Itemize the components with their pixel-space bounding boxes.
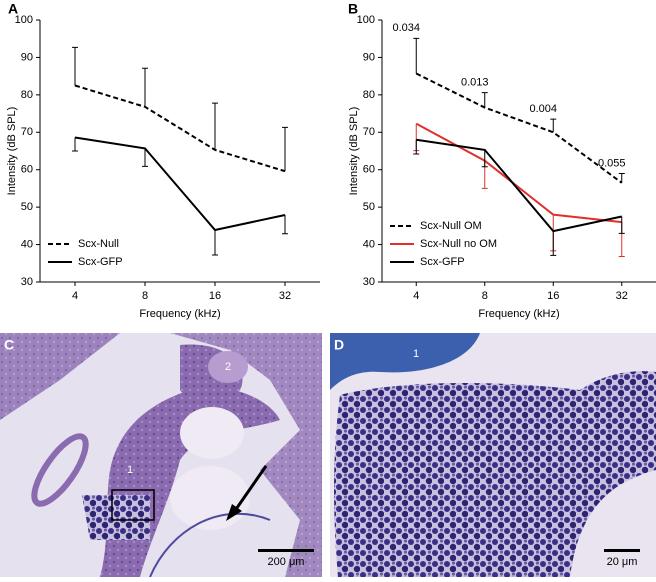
x-tick-label: 8 — [142, 290, 148, 302]
x-tick-label: 4 — [413, 290, 419, 302]
error-bar — [413, 37, 420, 74]
legend-label: Scx-Null no OM — [420, 238, 497, 250]
legend-label: Scx-Null — [78, 238, 119, 250]
annotation: 0.013 — [461, 77, 489, 89]
histology-d — [330, 333, 656, 577]
x-tick-label: 32 — [279, 290, 291, 302]
error-bar — [212, 102, 218, 150]
error-bar — [481, 149, 488, 168]
annotation: 0.034 — [392, 22, 420, 34]
y-tick-label: 90 — [363, 51, 375, 63]
x-axis-label: Frequency (kHz) — [478, 308, 559, 320]
error-bar — [481, 92, 488, 108]
y-tick-label: 60 — [21, 164, 33, 176]
legend-label: Scx-GFP — [420, 256, 465, 268]
y-tick-label: 40 — [21, 238, 33, 250]
x-tick-label: 16 — [547, 290, 559, 302]
error-bar — [550, 118, 557, 133]
region-label: 1 — [413, 348, 419, 360]
error-bar — [413, 139, 420, 155]
x-tick-label: 4 — [72, 290, 78, 302]
x-tick-label: 16 — [209, 290, 221, 302]
histology-c — [0, 333, 322, 578]
series-line — [415, 72, 623, 184]
y-tick-label: 50 — [363, 201, 375, 213]
x-tick-label: 8 — [482, 290, 488, 302]
y-tick-label: 70 — [21, 126, 33, 138]
error-bar — [142, 67, 148, 107]
error-bar — [550, 231, 557, 256]
error-bar — [618, 216, 625, 234]
error-bar — [142, 148, 148, 167]
y-axis-label: Intensity (dB SPL) — [348, 107, 360, 196]
y-tick-label: 100 — [15, 14, 33, 26]
legend-label: Scx-GFP — [78, 256, 123, 268]
x-axis-label: Frequency (kHz) — [139, 308, 220, 320]
x-tick-label: 32 — [616, 290, 628, 302]
y-tick-label: 30 — [363, 276, 375, 288]
y-tick-label: 40 — [363, 238, 375, 250]
y-tick-label: 60 — [363, 164, 375, 176]
panel-label: C — [4, 337, 14, 353]
error-bar — [72, 137, 78, 152]
error-bar — [212, 229, 218, 256]
region-label: 1 — [127, 464, 133, 476]
error-bar — [282, 215, 288, 235]
annotation: 0.055 — [598, 157, 626, 169]
scale-bar-label: 200 μm — [268, 556, 305, 568]
panel-label: D — [334, 337, 344, 353]
scale-bar-label: 20 μm — [607, 556, 638, 568]
y-tick-label: 30 — [21, 276, 33, 288]
series-line — [415, 122, 622, 224]
y-tick-label: 90 — [21, 51, 33, 63]
y-tick-label: 100 — [357, 14, 375, 26]
series-line — [416, 138, 622, 233]
y-axis-label: Intensity (dB SPL) — [6, 107, 18, 196]
y-tick-label: 80 — [21, 89, 33, 101]
panel-label: A — [8, 1, 18, 17]
y-tick-label: 80 — [363, 89, 375, 101]
error-bar — [282, 126, 288, 172]
panel-label: B — [348, 1, 358, 17]
legend-label: Scx-Null OM — [420, 220, 482, 232]
region-label: 2 — [225, 361, 231, 373]
annotation: 0.004 — [529, 103, 557, 115]
y-tick-label: 70 — [363, 126, 375, 138]
series-line — [74, 136, 286, 232]
error-bar — [618, 172, 625, 183]
y-tick-label: 50 — [21, 201, 33, 213]
error-bar — [72, 46, 78, 86]
series-line — [74, 84, 286, 173]
